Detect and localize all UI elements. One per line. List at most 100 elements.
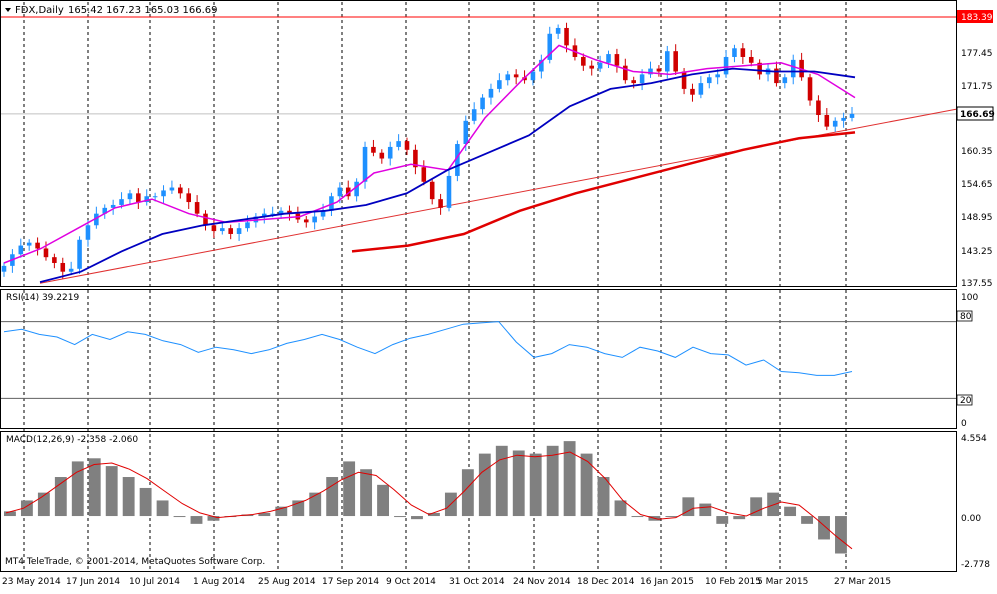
macd-hist-bar bbox=[139, 487, 152, 517]
price-label-3: 171.75 bbox=[961, 82, 993, 92]
main-plot bbox=[1, 16, 957, 284]
macd-hist-bar bbox=[309, 492, 322, 517]
macd-hist-bar bbox=[529, 453, 542, 517]
candle-body bbox=[790, 59, 796, 78]
candle-body bbox=[60, 262, 66, 272]
candle-body bbox=[303, 219, 309, 223]
candle-body bbox=[35, 242, 40, 249]
time-label: 10 Feb 2015 bbox=[705, 577, 761, 587]
candle-body bbox=[387, 146, 393, 159]
candle-body bbox=[102, 207, 108, 214]
macd-pane[interactable] bbox=[0, 431, 957, 572]
candle-body bbox=[211, 225, 217, 232]
macd-hist-bar bbox=[105, 466, 118, 517]
ma-mid-line bbox=[39, 67, 856, 283]
macd-hist-bar bbox=[88, 458, 101, 517]
macd-hist-bar bbox=[699, 503, 712, 517]
macd-scale-max: 4.554 bbox=[961, 434, 987, 444]
macd-hist-bar bbox=[478, 453, 491, 517]
candle-body bbox=[371, 146, 376, 153]
candle-body bbox=[497, 80, 502, 89]
macd-label: MACD(12,26,9) -2.358 -2.060 bbox=[6, 435, 138, 445]
candle-body bbox=[748, 56, 754, 63]
macd-hist-bar bbox=[4, 511, 16, 517]
macd-hist-bar bbox=[360, 469, 373, 517]
time-label: 24 Nov 2014 bbox=[513, 577, 571, 587]
macd-hist-bar bbox=[54, 477, 67, 517]
rsi-scale[interactable]: 100 80 20 0 bbox=[956, 293, 978, 429]
macd-hist-bar bbox=[767, 492, 780, 517]
candle-body bbox=[236, 228, 242, 234]
macd-hist-bar bbox=[750, 497, 763, 517]
candle-body bbox=[446, 175, 452, 208]
macd-hist-bar bbox=[122, 477, 135, 517]
rsi-pane[interactable] bbox=[0, 289, 957, 429]
price-label-6: 154.65 bbox=[961, 180, 993, 190]
candle-body bbox=[488, 88, 494, 98]
candle-body bbox=[555, 27, 561, 34]
candle-body bbox=[110, 204, 116, 208]
candle-body bbox=[161, 190, 166, 197]
macd-hist-bar bbox=[801, 516, 813, 524]
candle-body bbox=[639, 74, 645, 84]
candle-body bbox=[278, 210, 284, 214]
macd-hist-bar bbox=[563, 441, 576, 517]
macd-hist-bar bbox=[207, 516, 220, 521]
time-label: 17 Jun 2014 bbox=[66, 577, 120, 587]
collapse-triangle-icon[interactable] bbox=[5, 8, 11, 12]
price-label-8: 143.25 bbox=[961, 247, 993, 257]
candle-body bbox=[144, 196, 150, 203]
candle-body bbox=[413, 149, 418, 168]
main-pane[interactable] bbox=[0, 0, 957, 287]
candle-body bbox=[757, 62, 762, 75]
candle-body bbox=[732, 48, 737, 57]
macd-hist-bar bbox=[580, 453, 593, 517]
candle-body bbox=[816, 100, 821, 116]
macd-hist-bar bbox=[326, 477, 339, 517]
candle-body bbox=[606, 54, 611, 63]
macd-signal-line bbox=[5, 451, 853, 550]
macd-hist-bar bbox=[716, 516, 729, 524]
rsi-label: RSI(14) 39.2219 bbox=[6, 293, 79, 303]
price-label-5: 160.35 bbox=[961, 147, 993, 157]
price-label-9: 137.55 bbox=[961, 279, 993, 289]
candle-body bbox=[404, 141, 410, 150]
rsi-scale-20: 20 bbox=[960, 396, 972, 406]
macd-hist-bar bbox=[665, 516, 678, 518]
vertical-grid bbox=[23, 2, 847, 570]
time-axis[interactable]: 23 May 2014 17 Jun 2014 10 Jul 2014 1 Au… bbox=[2, 577, 891, 587]
time-label: 10 Jul 2014 bbox=[129, 577, 180, 587]
macd-hist-bar bbox=[428, 512, 440, 517]
current-price-tag bbox=[956, 106, 994, 121]
time-label: 1 Aug 2014 bbox=[193, 577, 245, 587]
candle-body bbox=[723, 56, 729, 75]
ma-slow-line bbox=[351, 131, 856, 253]
time-label: 31 Oct 2014 bbox=[449, 577, 505, 587]
price-scale[interactable]: 183.39 177.45 171.75 166.69 160.35 154.6… bbox=[956, 10, 995, 289]
time-label: 5 Mar 2015 bbox=[757, 577, 808, 587]
macd-hist-bar bbox=[818, 516, 830, 540]
candle-body bbox=[362, 146, 368, 182]
candle-body bbox=[774, 68, 779, 84]
copyright-text: MT4 TeleTrade, © 2001-2014, MetaQuotes S… bbox=[5, 557, 265, 567]
macd-scale[interactable]: 4.554 0.00 -2.778 bbox=[961, 434, 990, 570]
time-label: 23 May 2014 bbox=[2, 577, 61, 587]
candle-body bbox=[782, 77, 788, 84]
price-label-current: 166.69 bbox=[960, 110, 995, 120]
time-label: 17 Sep 2014 bbox=[322, 577, 379, 587]
time-label: 16 Jan 2015 bbox=[640, 577, 694, 587]
price-label-2: 177.45 bbox=[961, 49, 993, 59]
candle-body bbox=[396, 141, 401, 147]
candle-body bbox=[530, 71, 536, 81]
candle-body bbox=[136, 193, 141, 203]
candle-body bbox=[807, 77, 813, 101]
macd-hist-bar bbox=[614, 500, 627, 517]
symbol-label: FDX,Daily bbox=[15, 5, 64, 16]
candle-body bbox=[220, 228, 225, 232]
candle-body bbox=[119, 199, 124, 205]
candle-body bbox=[18, 245, 24, 255]
candle-body bbox=[614, 54, 620, 66]
macd-scale-zero: 0.00 bbox=[961, 514, 981, 524]
